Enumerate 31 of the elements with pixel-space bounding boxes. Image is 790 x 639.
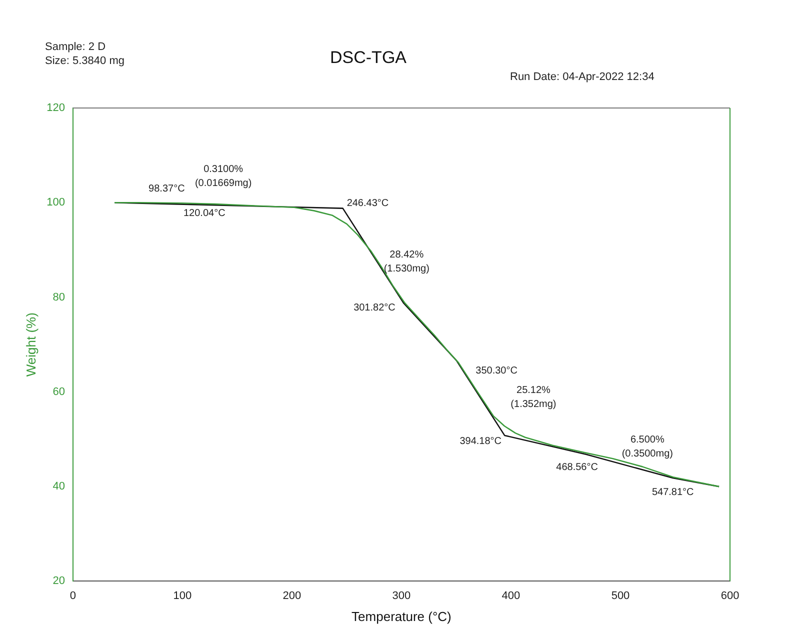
y-tick-label: 100 <box>46 196 65 209</box>
annotation: 25.12% (1.352mg) <box>510 384 556 410</box>
annotation: 468.56°C <box>556 462 598 474</box>
x-tick-label: 100 <box>173 590 192 602</box>
x-tick-label: 300 <box>392 590 411 602</box>
x-tick-label: 0 <box>70 590 76 602</box>
y-tick-label: 20 <box>52 575 65 588</box>
annotation: 246.43°C <box>346 198 389 210</box>
x-axis-title: Temperature (°C) <box>352 608 452 624</box>
text: Run Date: 04-Apr-2022 12:34 <box>510 70 654 84</box>
annotation: 28.42% (1.530mg) <box>384 250 430 275</box>
annotation: 394.18°C <box>460 436 502 448</box>
chart-title: DSC-TGA <box>330 48 406 68</box>
text: Size: 5.3840 mg <box>45 54 124 68</box>
y-tick-label: 80 <box>52 291 65 304</box>
annotation: 547.81°C <box>652 486 694 498</box>
x-tick-label: 200 <box>282 590 302 602</box>
annotation: 0.3100% (0.01669mg) <box>194 164 252 189</box>
y-axis-title: Weight (%) <box>23 312 38 377</box>
annotation: 301.82°C <box>354 302 396 314</box>
annotation: 350.30°C <box>476 365 518 376</box>
annotation: 120.04°C <box>184 208 226 219</box>
y-tick-label: 40 <box>52 480 65 493</box>
y-tick-label: 120 <box>46 102 65 114</box>
x-tick-label: 500 <box>611 590 630 602</box>
y-tick-label: 60 <box>52 386 65 398</box>
x-tick-label: 400 <box>502 590 520 602</box>
text: Sample: 2 D <box>45 40 107 54</box>
annotation: 98.37°C <box>148 183 185 194</box>
x-tick-label: 600 <box>720 590 740 602</box>
annotation: 6.500% (0.3500mg) <box>622 434 673 460</box>
